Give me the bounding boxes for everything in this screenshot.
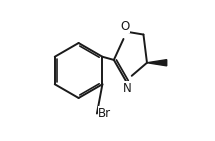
Text: Br: Br xyxy=(98,107,111,120)
Polygon shape xyxy=(147,60,167,66)
Text: N: N xyxy=(123,82,131,95)
Text: O: O xyxy=(120,20,129,33)
